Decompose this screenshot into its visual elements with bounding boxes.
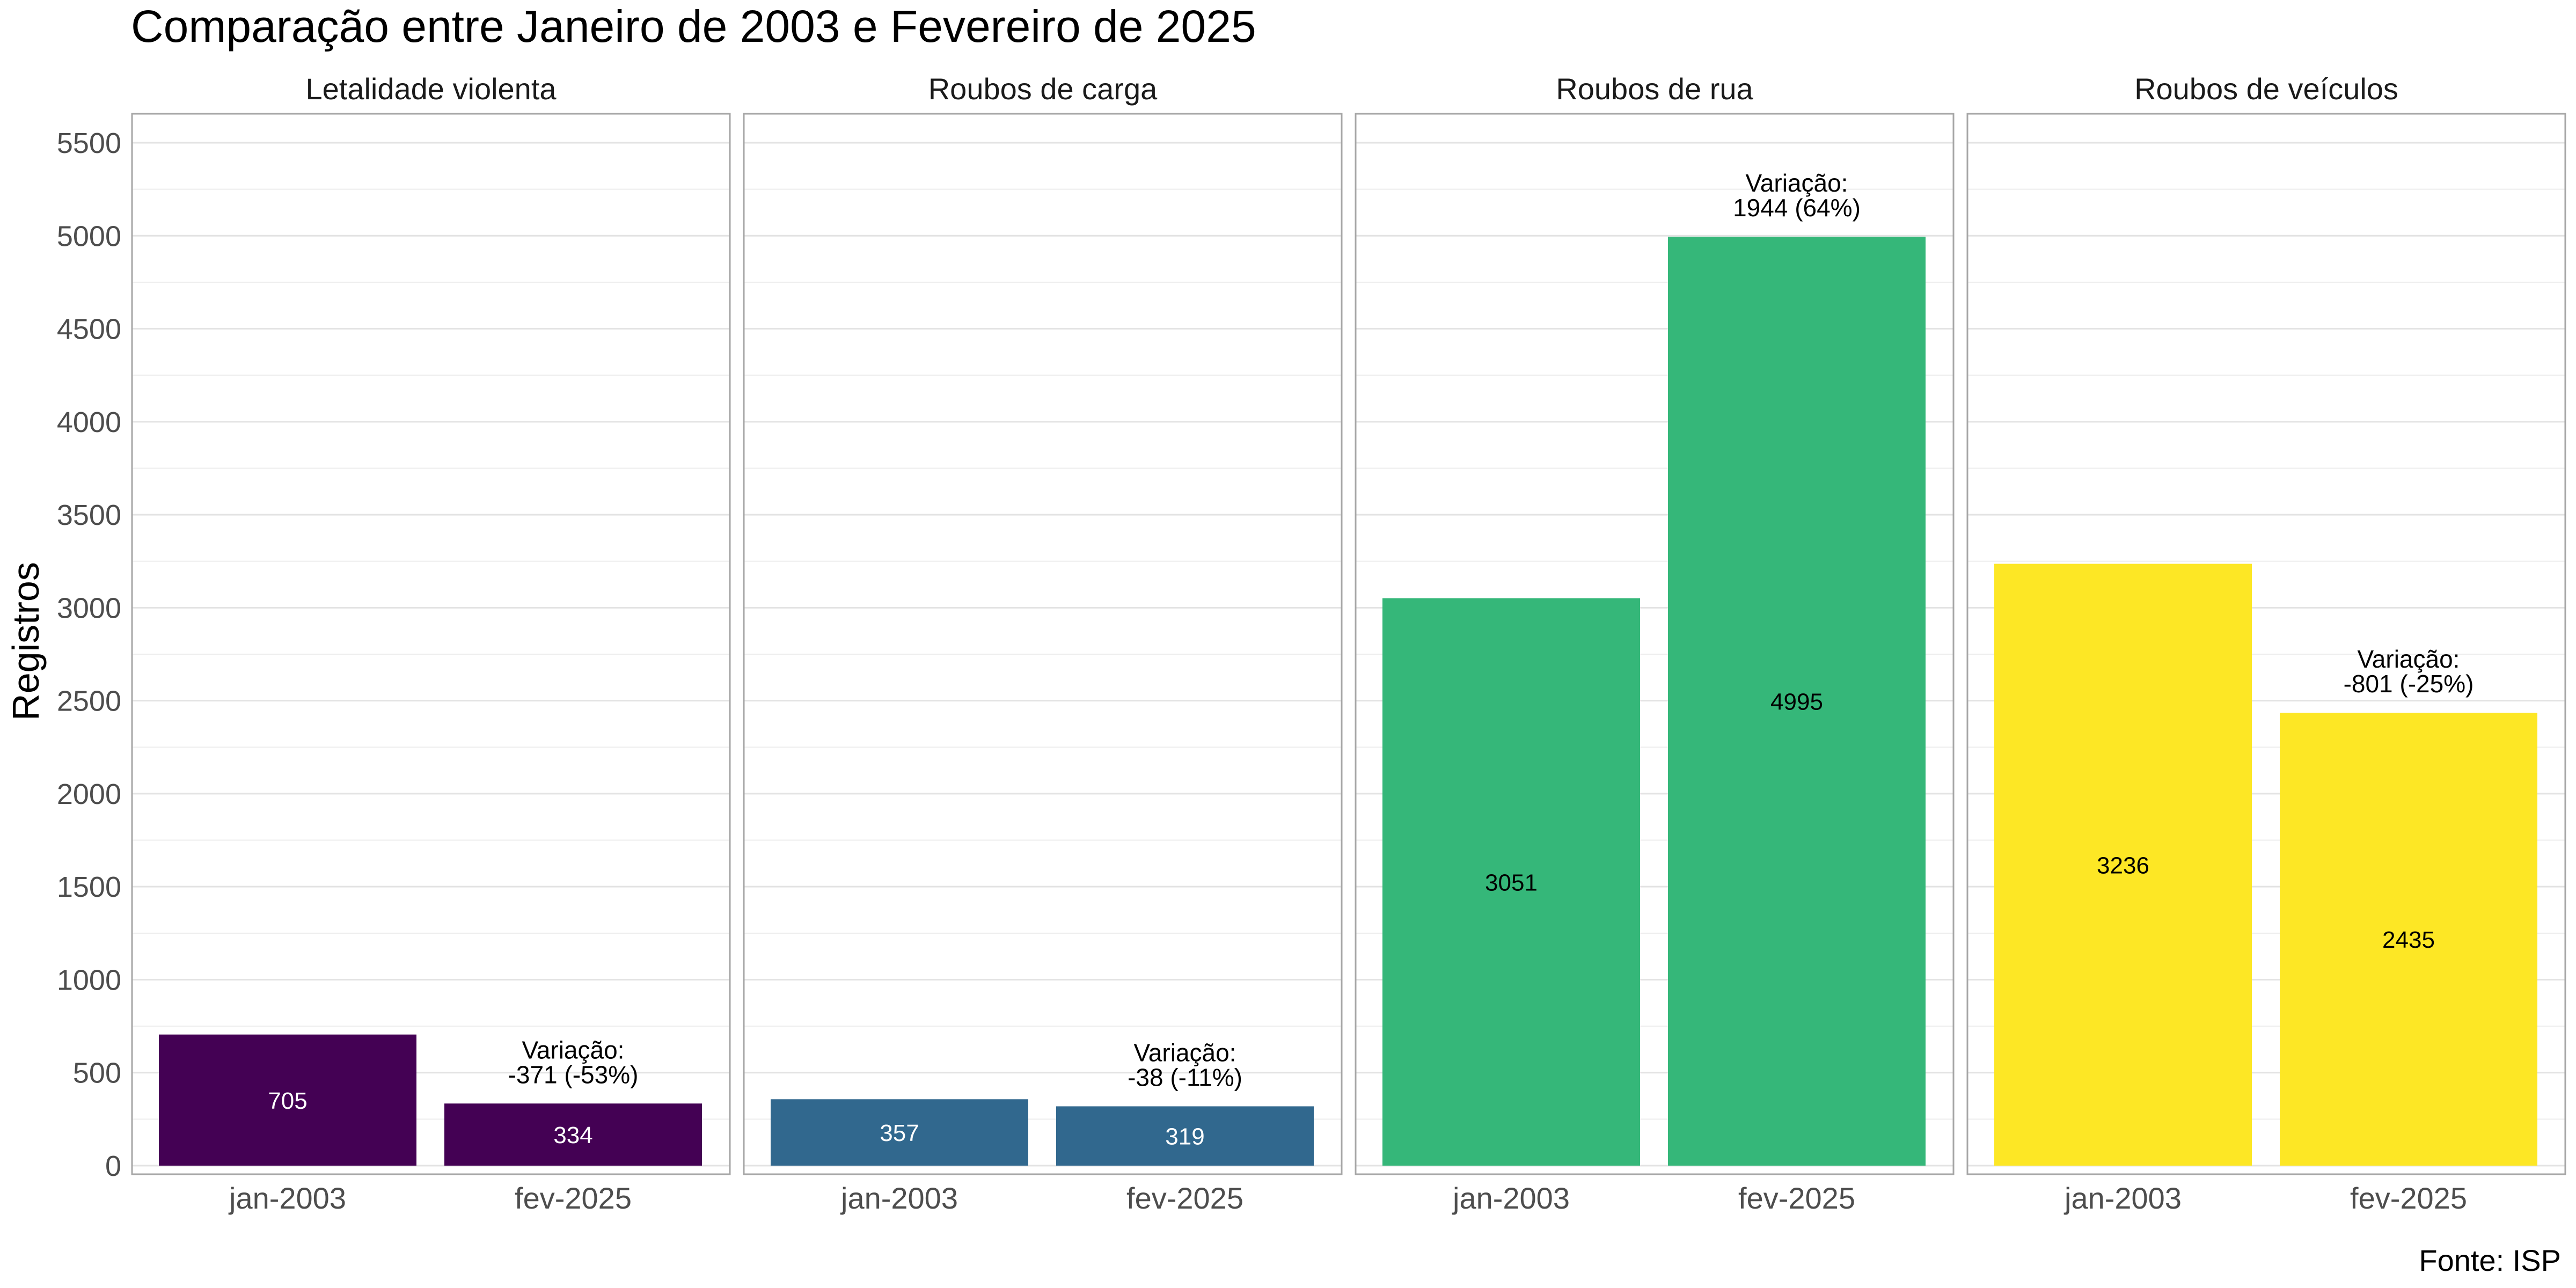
panel-border <box>743 113 1343 1175</box>
x-tick-label: fev-2025 <box>1126 1181 1243 1215</box>
x-tick-label: jan-2003 <box>840 1181 958 1215</box>
bar-fev-2025 <box>2280 713 2537 1166</box>
variation-title: Variação: <box>1746 169 1848 197</box>
y-tick-label: 3500 <box>57 499 121 531</box>
y-tick-label: 0 <box>105 1150 121 1182</box>
y-tick-label: 2500 <box>57 685 121 718</box>
panel-title: Roubos de rua <box>1556 72 1753 106</box>
y-tick-label: 1000 <box>57 964 121 996</box>
bar-value-label: 705 <box>268 1088 307 1114</box>
bar-value-label: 2435 <box>2382 927 2435 953</box>
y-tick-label: 4000 <box>57 406 121 438</box>
variation-value: 1944 (64%) <box>1733 194 1861 222</box>
x-tick-label: jan-2003 <box>1452 1181 1570 1215</box>
x-tick-label: fev-2025 <box>1738 1181 1855 1215</box>
y-tick-label: 1500 <box>57 871 121 903</box>
panel-4: Roubos de veículos 3236 2435 Variação:-801 … <box>1966 72 2566 1215</box>
y-tick-label: 500 <box>73 1057 121 1089</box>
y-tick-label: 5500 <box>57 127 121 159</box>
bar-fev-2025 <box>1056 1106 1314 1166</box>
y-tick-label: 3000 <box>57 592 121 624</box>
bar-fev-2025 <box>1668 237 1926 1166</box>
x-tick-label: fev-2025 <box>515 1181 632 1215</box>
bar-value-label: 334 <box>553 1122 592 1148</box>
variation-value: -801 (-25%) <box>2344 670 2474 698</box>
variation-title: Variação: <box>522 1036 625 1064</box>
bar-value-label: 4995 <box>1770 689 1823 715</box>
variation-value: -371 (-53%) <box>508 1060 639 1088</box>
panel-title: Roubos de carga <box>928 72 1158 106</box>
bar-value-label: 357 <box>880 1120 919 1146</box>
bar-jan-2003 <box>159 1034 416 1166</box>
chart-caption: Fonte: ISP <box>2419 1243 2561 1277</box>
variation-title: Variação: <box>2358 645 2460 673</box>
bar-fev-2025 <box>444 1103 702 1166</box>
y-tick-label: 4500 <box>57 313 121 346</box>
bar-jan-2003 <box>1994 564 2252 1166</box>
variation-value: -38 (-11%) <box>1128 1063 1242 1091</box>
panel-2: Roubos de carga 357 319 Variação:-38 (-11%)… <box>743 72 1343 1215</box>
panel-1: Letalidade violenta 705 334 Variação:-371 (… <box>131 72 731 1215</box>
panel-title: Letalidade violenta <box>305 72 557 106</box>
y-tick-label: 2000 <box>57 778 121 810</box>
bar-value-label: 3236 <box>2097 852 2149 879</box>
panel-border <box>1355 113 1955 1175</box>
bar-value-label: 3051 <box>1485 869 1538 896</box>
x-tick-label: jan-2003 <box>228 1181 346 1215</box>
panel-border <box>1966 113 2566 1175</box>
y-tick-label: 5000 <box>57 220 121 252</box>
chart-title: Comparação entre Janeiro de 2003 e Fever… <box>131 1 1256 52</box>
bar-jan-2003 <box>771 1099 1028 1166</box>
bar-value-label: 319 <box>1165 1124 1204 1150</box>
panel-border <box>131 113 731 1175</box>
panel-title: Roubos de veículos <box>2134 72 2398 106</box>
x-tick-label: jan-2003 <box>2063 1181 2182 1215</box>
panel-3: Roubos de rua 3051 4995 Variação:1944 (64%)… <box>1355 72 1955 1215</box>
y-axis-label: Registros <box>5 562 47 721</box>
bar-jan-2003 <box>1382 598 1640 1166</box>
variation-title: Variação: <box>1134 1038 1236 1066</box>
y-ticks-layer: 0 500 1000 1500 2000 2500 3000 3500 4000 4500 5000… <box>57 127 121 1182</box>
x-tick-label: fev-2025 <box>2350 1181 2467 1215</box>
